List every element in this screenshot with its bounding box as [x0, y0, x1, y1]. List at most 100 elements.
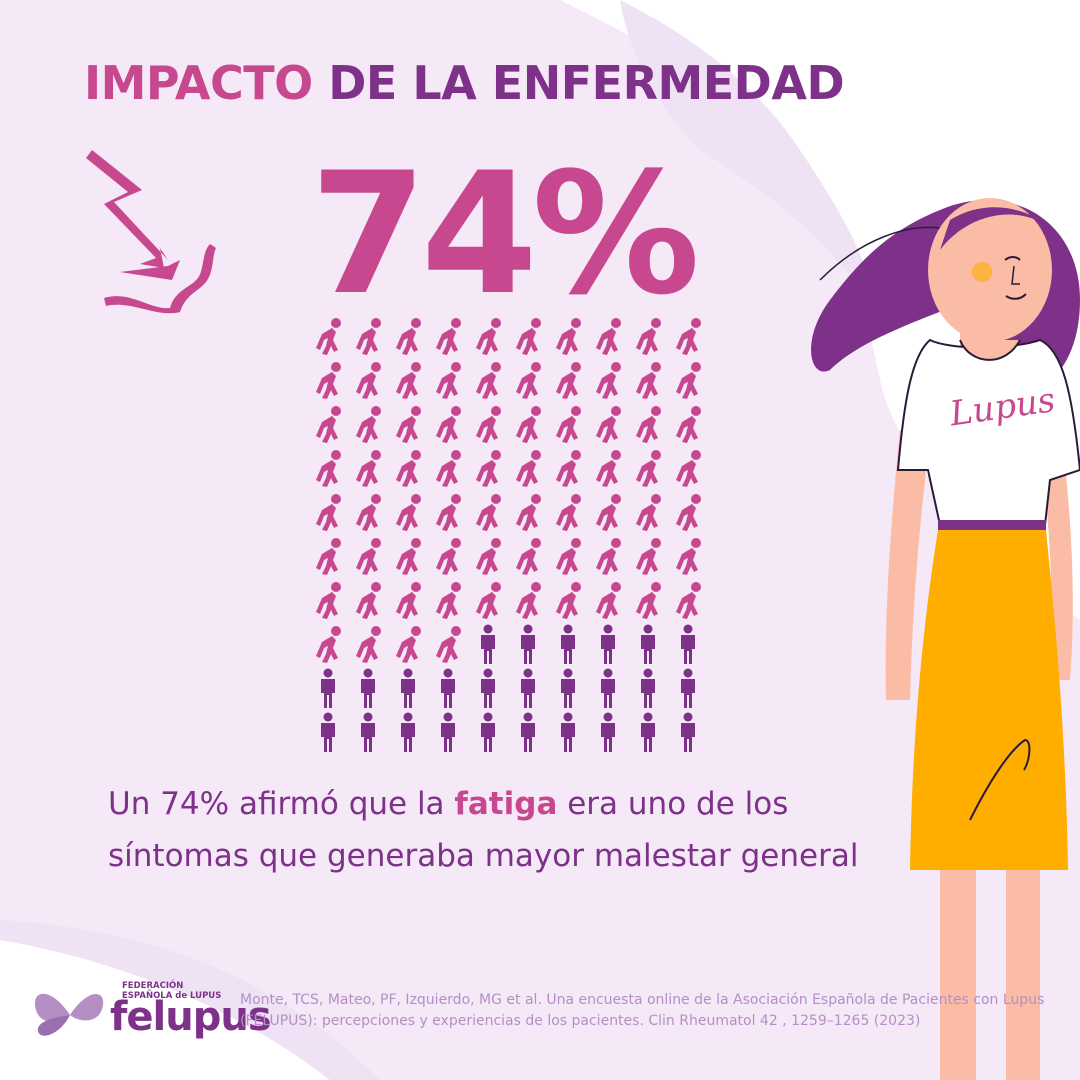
standing-person-icon	[590, 712, 626, 752]
tired-person-icon	[550, 580, 586, 620]
tired-person-icon	[670, 492, 706, 532]
tired-person-icon	[630, 580, 666, 620]
standing-person-icon	[550, 624, 586, 664]
tired-person-icon	[590, 404, 626, 444]
tired-person-icon	[350, 316, 386, 356]
tired-person-icon	[390, 536, 426, 576]
tired-person-icon	[350, 448, 386, 488]
standing-person-icon	[590, 624, 626, 664]
tired-person-icon	[550, 404, 586, 444]
tired-person-icon	[390, 624, 426, 664]
tired-person-icon	[550, 316, 586, 356]
tired-person-icon	[350, 580, 386, 620]
caption-text: Un 74% afirmó que la fatiga era uno de l…	[108, 778, 868, 882]
tired-person-icon	[550, 360, 586, 400]
woman-illustration: Lupus	[811, 198, 1080, 1080]
standing-person-icon	[310, 712, 346, 752]
tired-person-icon	[310, 316, 346, 356]
tired-person-icon	[350, 492, 386, 532]
tired-person-icon	[470, 536, 506, 576]
page-title: IMPACTO DE LA ENFERMEDAD	[84, 56, 845, 110]
tired-person-icon	[590, 360, 626, 400]
tired-person-icon	[510, 580, 546, 620]
standing-person-icon	[550, 668, 586, 708]
tired-person-icon	[310, 580, 346, 620]
tired-person-icon	[470, 316, 506, 356]
butterfly-icon	[34, 993, 104, 1036]
tired-person-icon	[670, 316, 706, 356]
felupus-logo: FEDERACIÓN ESPAÑOLA de LUPUS felupus	[30, 975, 272, 1045]
tired-person-icon	[350, 404, 386, 444]
title-part1: IMPACTO	[84, 56, 313, 110]
tired-person-icon	[350, 624, 386, 664]
tired-person-icon	[590, 316, 626, 356]
citation: Monte, TCS, Mateo, PF, Izquierdo, MG et …	[240, 992, 1045, 1029]
tired-person-icon	[390, 404, 426, 444]
caption-highlight: fatiga	[454, 786, 558, 822]
tired-person-icon	[350, 536, 386, 576]
tired-person-icon	[510, 536, 546, 576]
tired-person-icon	[310, 536, 346, 576]
logo-line1: FEDERACIÓN	[122, 981, 184, 991]
tired-person-icon	[630, 536, 666, 576]
tired-person-icon	[550, 448, 586, 488]
logo-subtitle: FEDERACIÓN ESPAÑOLA de LUPUS	[122, 981, 221, 1001]
tired-person-icon	[630, 360, 666, 400]
tired-person-icon	[630, 404, 666, 444]
tired-person-icon	[510, 492, 546, 532]
standing-person-icon	[590, 668, 626, 708]
standing-person-icon	[390, 668, 426, 708]
standing-person-icon	[390, 712, 426, 752]
tired-person-icon	[590, 536, 626, 576]
tired-person-icon	[590, 580, 626, 620]
tired-person-icon	[510, 404, 546, 444]
tired-person-icon	[630, 492, 666, 532]
standing-person-icon	[670, 668, 706, 708]
tired-person-icon	[390, 360, 426, 400]
tired-person-icon	[430, 448, 466, 488]
pictogram-grid	[310, 316, 710, 756]
tired-person-icon	[430, 404, 466, 444]
tired-person-icon	[550, 536, 586, 576]
tired-person-icon	[670, 448, 706, 488]
caption-before: Un 74% afirmó que la	[108, 786, 455, 822]
logo-name: felupus	[110, 994, 272, 1040]
tired-person-icon	[430, 360, 466, 400]
tired-person-icon	[510, 316, 546, 356]
standing-person-icon	[630, 668, 666, 708]
tired-person-icon	[630, 448, 666, 488]
standing-person-icon	[670, 712, 706, 752]
tired-person-icon	[430, 580, 466, 620]
standing-person-icon	[510, 668, 546, 708]
standing-person-icon	[510, 624, 546, 664]
tired-person-icon	[510, 360, 546, 400]
stat-value: 74%	[310, 136, 700, 332]
tired-person-icon	[390, 316, 426, 356]
tired-person-icon	[470, 360, 506, 400]
tired-person-icon	[470, 492, 506, 532]
tired-person-icon	[670, 404, 706, 444]
tired-person-icon	[470, 580, 506, 620]
tired-person-icon	[430, 624, 466, 664]
standing-person-icon	[470, 668, 506, 708]
standing-person-icon	[630, 712, 666, 752]
tired-person-icon	[590, 492, 626, 532]
standing-person-icon	[350, 712, 386, 752]
title-part2: DE LA ENFERMEDAD	[328, 56, 845, 110]
tired-person-icon	[310, 492, 346, 532]
tired-person-icon	[310, 624, 346, 664]
tired-person-icon	[390, 580, 426, 620]
standing-person-icon	[470, 712, 506, 752]
logo-line2: ESPAÑOLA de LUPUS	[122, 991, 222, 1001]
standing-person-icon	[350, 668, 386, 708]
tired-person-icon	[430, 316, 466, 356]
tired-person-icon	[430, 492, 466, 532]
tired-person-icon	[390, 448, 426, 488]
standing-person-icon	[430, 668, 466, 708]
tired-person-icon	[310, 404, 346, 444]
tired-person-icon	[310, 360, 346, 400]
standing-person-icon	[470, 624, 506, 664]
tired-person-icon	[670, 360, 706, 400]
tired-person-icon	[430, 536, 466, 576]
tired-person-icon	[470, 448, 506, 488]
